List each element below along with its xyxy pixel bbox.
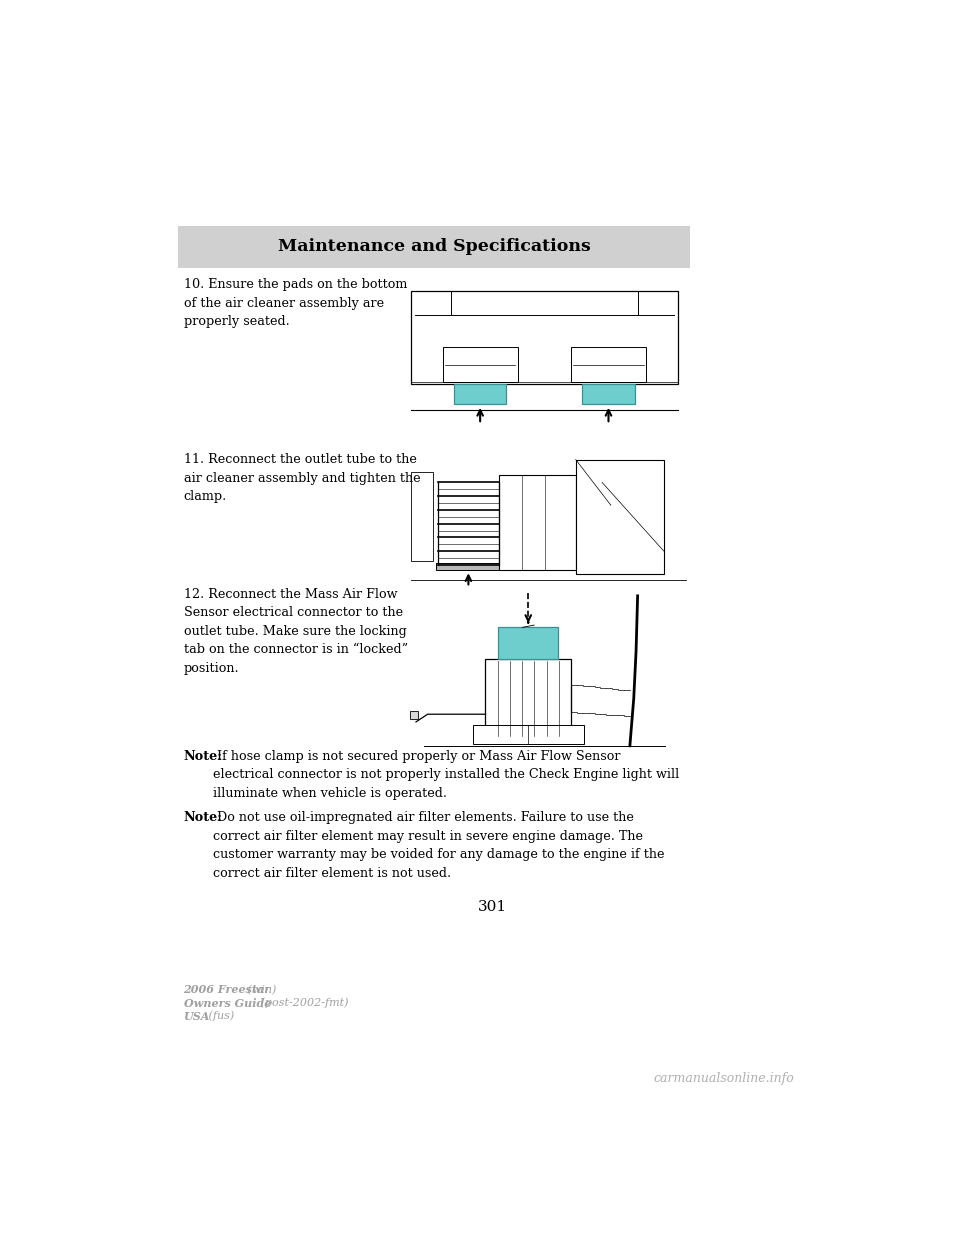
Text: 12. Reconnect the Mass Air Flow
Sensor electrical connector to the
outlet tube. : 12. Reconnect the Mass Air Flow Sensor e… — [183, 587, 408, 674]
Text: (win): (win) — [244, 985, 276, 995]
Text: Maintenance and Specifications: Maintenance and Specifications — [277, 238, 590, 256]
FancyBboxPatch shape — [498, 627, 558, 660]
Text: 11. Reconnect the outlet tube to the
air cleaner assembly and tighten the
clamp.: 11. Reconnect the outlet tube to the air… — [183, 453, 420, 503]
FancyBboxPatch shape — [498, 474, 576, 570]
Text: 2006 Freestar: 2006 Freestar — [183, 985, 271, 996]
Text: USA: USA — [183, 1011, 210, 1022]
FancyBboxPatch shape — [576, 460, 663, 574]
Text: Owners Guide: Owners Guide — [183, 997, 271, 1009]
Text: carmanualsonline.info: carmanualsonline.info — [654, 1072, 794, 1084]
Text: Do not use oil-impregnated air filter elements. Failure to use the
correct air f: Do not use oil-impregnated air filter el… — [213, 811, 664, 879]
Text: If hose clamp is not secured properly or Mass Air Flow Sensor
electrical connect: If hose clamp is not secured properly or… — [213, 750, 680, 800]
FancyBboxPatch shape — [443, 347, 517, 383]
FancyBboxPatch shape — [436, 564, 501, 570]
Text: 10. Ensure the pads on the bottom
of the air cleaner assembly are
properly seate: 10. Ensure the pads on the bottom of the… — [183, 278, 407, 328]
FancyBboxPatch shape — [179, 226, 689, 268]
FancyBboxPatch shape — [411, 292, 678, 384]
FancyBboxPatch shape — [410, 712, 418, 719]
FancyBboxPatch shape — [454, 384, 506, 404]
Text: Note:: Note: — [183, 811, 223, 825]
FancyBboxPatch shape — [411, 472, 433, 561]
Text: (fus): (fus) — [205, 1011, 234, 1021]
FancyBboxPatch shape — [571, 347, 646, 383]
Text: Note:: Note: — [183, 750, 223, 763]
Text: (post-2002-fmt): (post-2002-fmt) — [257, 997, 348, 1009]
FancyBboxPatch shape — [486, 660, 571, 738]
FancyBboxPatch shape — [472, 725, 584, 744]
FancyBboxPatch shape — [583, 384, 635, 404]
Text: 301: 301 — [477, 900, 507, 914]
